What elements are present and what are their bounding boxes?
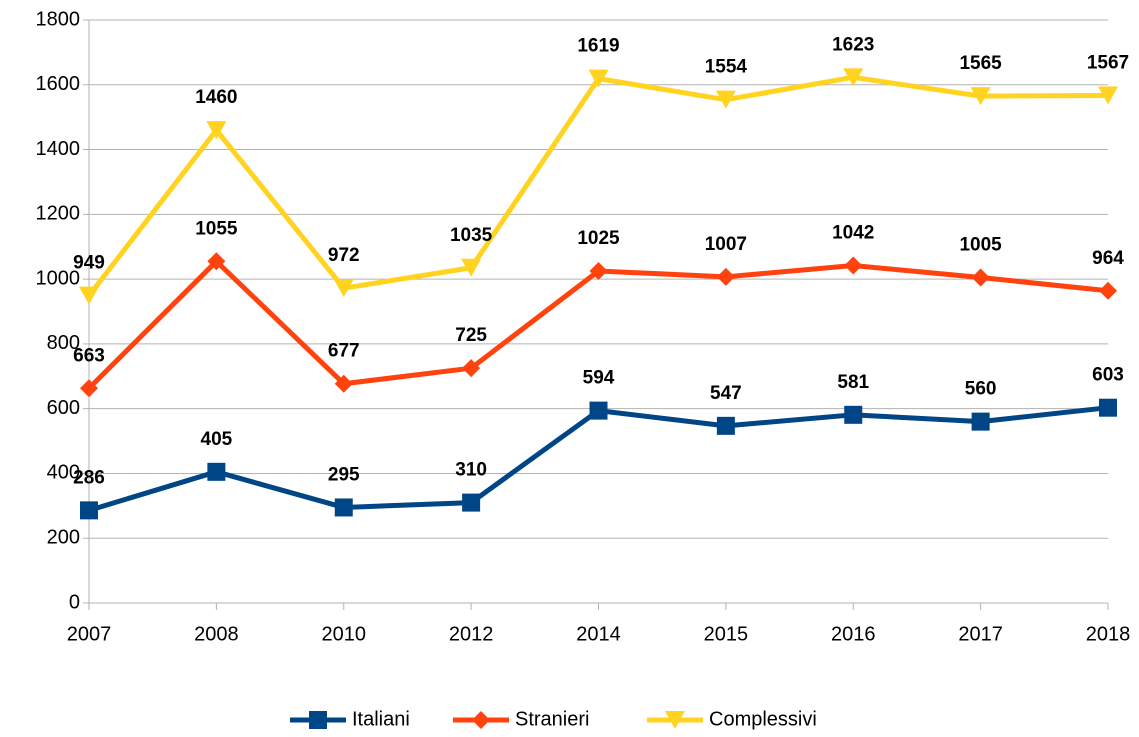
marker [665,711,685,729]
y-tick-label: 1600 [36,73,81,95]
marker [333,279,354,298]
x-tick-label: 2015 [704,623,749,645]
marker [588,69,609,88]
marker [462,359,481,378]
marker [461,258,482,277]
data-label: 603 [1092,365,1124,386]
x-tick-label: 2008 [194,623,239,645]
marker [716,267,735,286]
x-tick-label: 2016 [831,623,876,645]
marker [207,462,226,481]
legend-label: Complessivi [709,708,817,730]
y-tick-label: 400 [47,462,80,484]
x-tick-label: 2018 [1086,623,1131,645]
data-label: 1005 [959,235,1002,256]
x-tick-label: 2012 [449,623,494,645]
legend-label: Italiani [352,708,410,730]
y-tick-label: 200 [47,527,80,549]
data-label: 405 [201,429,233,450]
marker [334,374,353,393]
marker [971,268,990,287]
y-tick-label: 1400 [36,138,81,160]
marker [80,501,98,520]
marker [971,412,990,431]
y-tick-label: 1000 [36,267,81,289]
x-tick-label: 2014 [576,623,621,645]
y-tick-label: 0 [69,591,80,613]
x-tick-label: 2010 [322,623,367,645]
data-label: 547 [710,383,742,404]
data-label: 295 [328,464,360,485]
y-tick-label: 1200 [36,203,81,225]
marker [79,286,99,305]
data-label: 1619 [577,36,619,57]
marker [1099,281,1117,300]
series [80,252,1117,398]
marker [334,498,353,517]
data-label: 1567 [1087,52,1129,73]
marker [843,68,864,87]
legend-item: Italiani [290,708,410,730]
data-label: 725 [455,325,487,346]
data-label: 594 [583,368,615,389]
data-label: 1460 [195,87,237,108]
data-label: 949 [73,253,105,274]
marker [80,379,98,398]
legend-item: Stranieri [453,708,589,730]
marker [716,416,735,435]
marker [462,493,481,512]
x-tick-label: 2017 [958,623,1003,645]
marker [589,401,608,420]
data-label: 964 [1092,248,1124,269]
x-tick-label: 2007 [67,623,112,645]
y-tick-label: 1800 [36,8,81,30]
data-label: 972 [328,245,360,266]
marker [589,262,608,281]
line [88,405,1109,513]
data-label: 1042 [832,223,874,244]
series [80,398,1117,520]
data-label: 1007 [705,234,747,255]
marker [309,711,327,729]
marker [970,87,991,106]
data-label: 286 [73,467,105,488]
legend-label: Stranieri [515,708,589,730]
marker [844,256,863,275]
data-label: 1565 [959,53,1002,74]
marker [1098,86,1118,105]
y-tick-label: 800 [47,332,80,354]
data-label: 677 [328,341,360,362]
marker [715,90,736,109]
data-label: 560 [965,379,997,400]
data-label: 663 [73,345,105,366]
marker [472,711,490,729]
data-label: 310 [455,460,487,481]
y-tick-label: 600 [47,397,80,419]
marker [844,405,863,424]
legend-item: Complessivi [647,708,817,730]
data-label: 1055 [195,218,238,239]
series [79,68,1118,305]
data-label: 1035 [450,225,493,246]
data-label: 1025 [577,228,620,249]
data-label: 581 [837,372,869,393]
marker [1099,398,1117,417]
data-label: 1623 [832,34,874,55]
data-label: 1554 [705,57,748,78]
marker [206,121,227,140]
marker [207,252,226,271]
